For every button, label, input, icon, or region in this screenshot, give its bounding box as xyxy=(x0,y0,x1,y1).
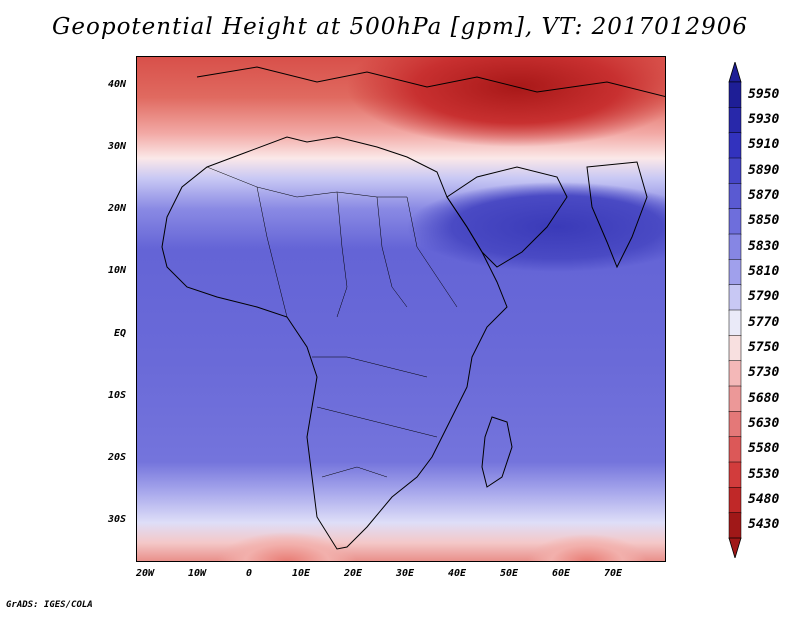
colorbar-label-5890: 5890 xyxy=(748,162,780,178)
colorbar-label-5830: 5830 xyxy=(748,238,780,254)
colorbar-label-5810: 5810 xyxy=(748,264,780,279)
map-title: Geopotential Height at 500hPa [gpm], VT:… xyxy=(52,14,748,40)
colorbar-swatch-5770 xyxy=(728,309,742,337)
colorbar-label-5730: 5730 xyxy=(748,365,780,381)
colorbar-label-5480: 5480 xyxy=(748,492,780,507)
low-height-core-north xyxy=(347,57,665,147)
country-borders xyxy=(206,166,458,478)
lat-label-10s: 10S xyxy=(107,390,126,401)
colorbar-bottom-arrow xyxy=(728,537,742,558)
europe-coastline xyxy=(196,66,665,98)
lon-label-50e: 50E xyxy=(499,568,519,579)
colorbar-label-5950: 5950 xyxy=(748,86,780,102)
high-height-core-arabia xyxy=(407,182,665,272)
colorbar-label-5580: 5580 xyxy=(748,441,780,457)
lon-label-40e: 40E xyxy=(447,568,467,579)
colorbar-swatch-5430 xyxy=(728,512,742,539)
low-height-south-1 xyxy=(217,532,357,561)
colorbar-swatch-5830 xyxy=(728,233,742,261)
colorbar-swatch-5580 xyxy=(728,436,742,463)
lat-label-20s: 20S xyxy=(107,452,126,463)
colorbar-swatch-5910 xyxy=(728,132,742,159)
colorbar-swatch-5930 xyxy=(728,107,742,134)
colorbar-swatch-5950 xyxy=(728,81,742,109)
lon-label-70e: 70E xyxy=(603,568,623,579)
colorbar-swatch-5810 xyxy=(728,259,742,286)
colorbar-swatch-5630 xyxy=(728,411,742,438)
india-coastline xyxy=(586,161,648,269)
lon-label-10w: 10W xyxy=(187,568,207,579)
colorbar-label-5630: 5630 xyxy=(748,416,780,431)
colorbar-label-5850: 5850 xyxy=(748,213,780,229)
lon-label-20w: 20W xyxy=(135,568,155,579)
colorbar-swatch-5530 xyxy=(728,461,742,489)
lat-label-10n: 10N xyxy=(107,265,126,276)
lat-label-40n: 40N xyxy=(107,79,126,90)
lon-label-0: 0 xyxy=(245,568,253,579)
footer-credit: GrADS: IGES/COLA xyxy=(6,600,93,610)
colorbar-swatches xyxy=(728,62,742,558)
lon-label-30e: 30E xyxy=(395,568,415,579)
arabia-coastline xyxy=(446,166,568,268)
lat-label-20n: 20N xyxy=(107,203,126,214)
colorbar-swatch-5890 xyxy=(728,157,742,185)
colorbar-swatch-5850 xyxy=(728,208,742,235)
low-height-south-2 xyxy=(527,534,647,561)
map-plot-area xyxy=(136,56,666,562)
colorbar-label-5770: 5770 xyxy=(748,314,780,330)
lat-label-30s: 30S xyxy=(107,514,126,525)
colorbar-label-5750: 5750 xyxy=(748,340,780,355)
colorbar-label-5680: 5680 xyxy=(748,390,780,406)
colorbar-swatch-5730 xyxy=(728,360,742,387)
lon-label-10e: 10E xyxy=(291,568,311,579)
colorbar-swatch-5870 xyxy=(728,183,742,210)
lon-label-20e: 20E xyxy=(343,568,363,579)
colorbar-swatch-5750 xyxy=(728,335,742,362)
lon-label-60e: 60E xyxy=(551,568,571,579)
colorbar-label-5930: 5930 xyxy=(748,112,780,127)
colorbar-label-5430: 5430 xyxy=(748,517,780,533)
colorbar-label-5910: 5910 xyxy=(748,137,780,153)
colorbar-label-5870: 5870 xyxy=(748,188,780,203)
colorbar-swatch-5680 xyxy=(728,385,742,413)
colorbar-swatch-5790 xyxy=(728,284,742,311)
colorbar-label-5530: 5530 xyxy=(748,466,780,482)
colorbar-top-arrow xyxy=(728,62,742,83)
africa-coastline xyxy=(161,136,508,550)
colorbar-swatch-5480 xyxy=(728,487,742,514)
lat-label-eq: EQ xyxy=(113,328,126,339)
lat-label-30n: 30N xyxy=(107,141,126,152)
colorbar-label-5790: 5790 xyxy=(748,289,780,305)
madagascar-coastline xyxy=(481,416,513,488)
